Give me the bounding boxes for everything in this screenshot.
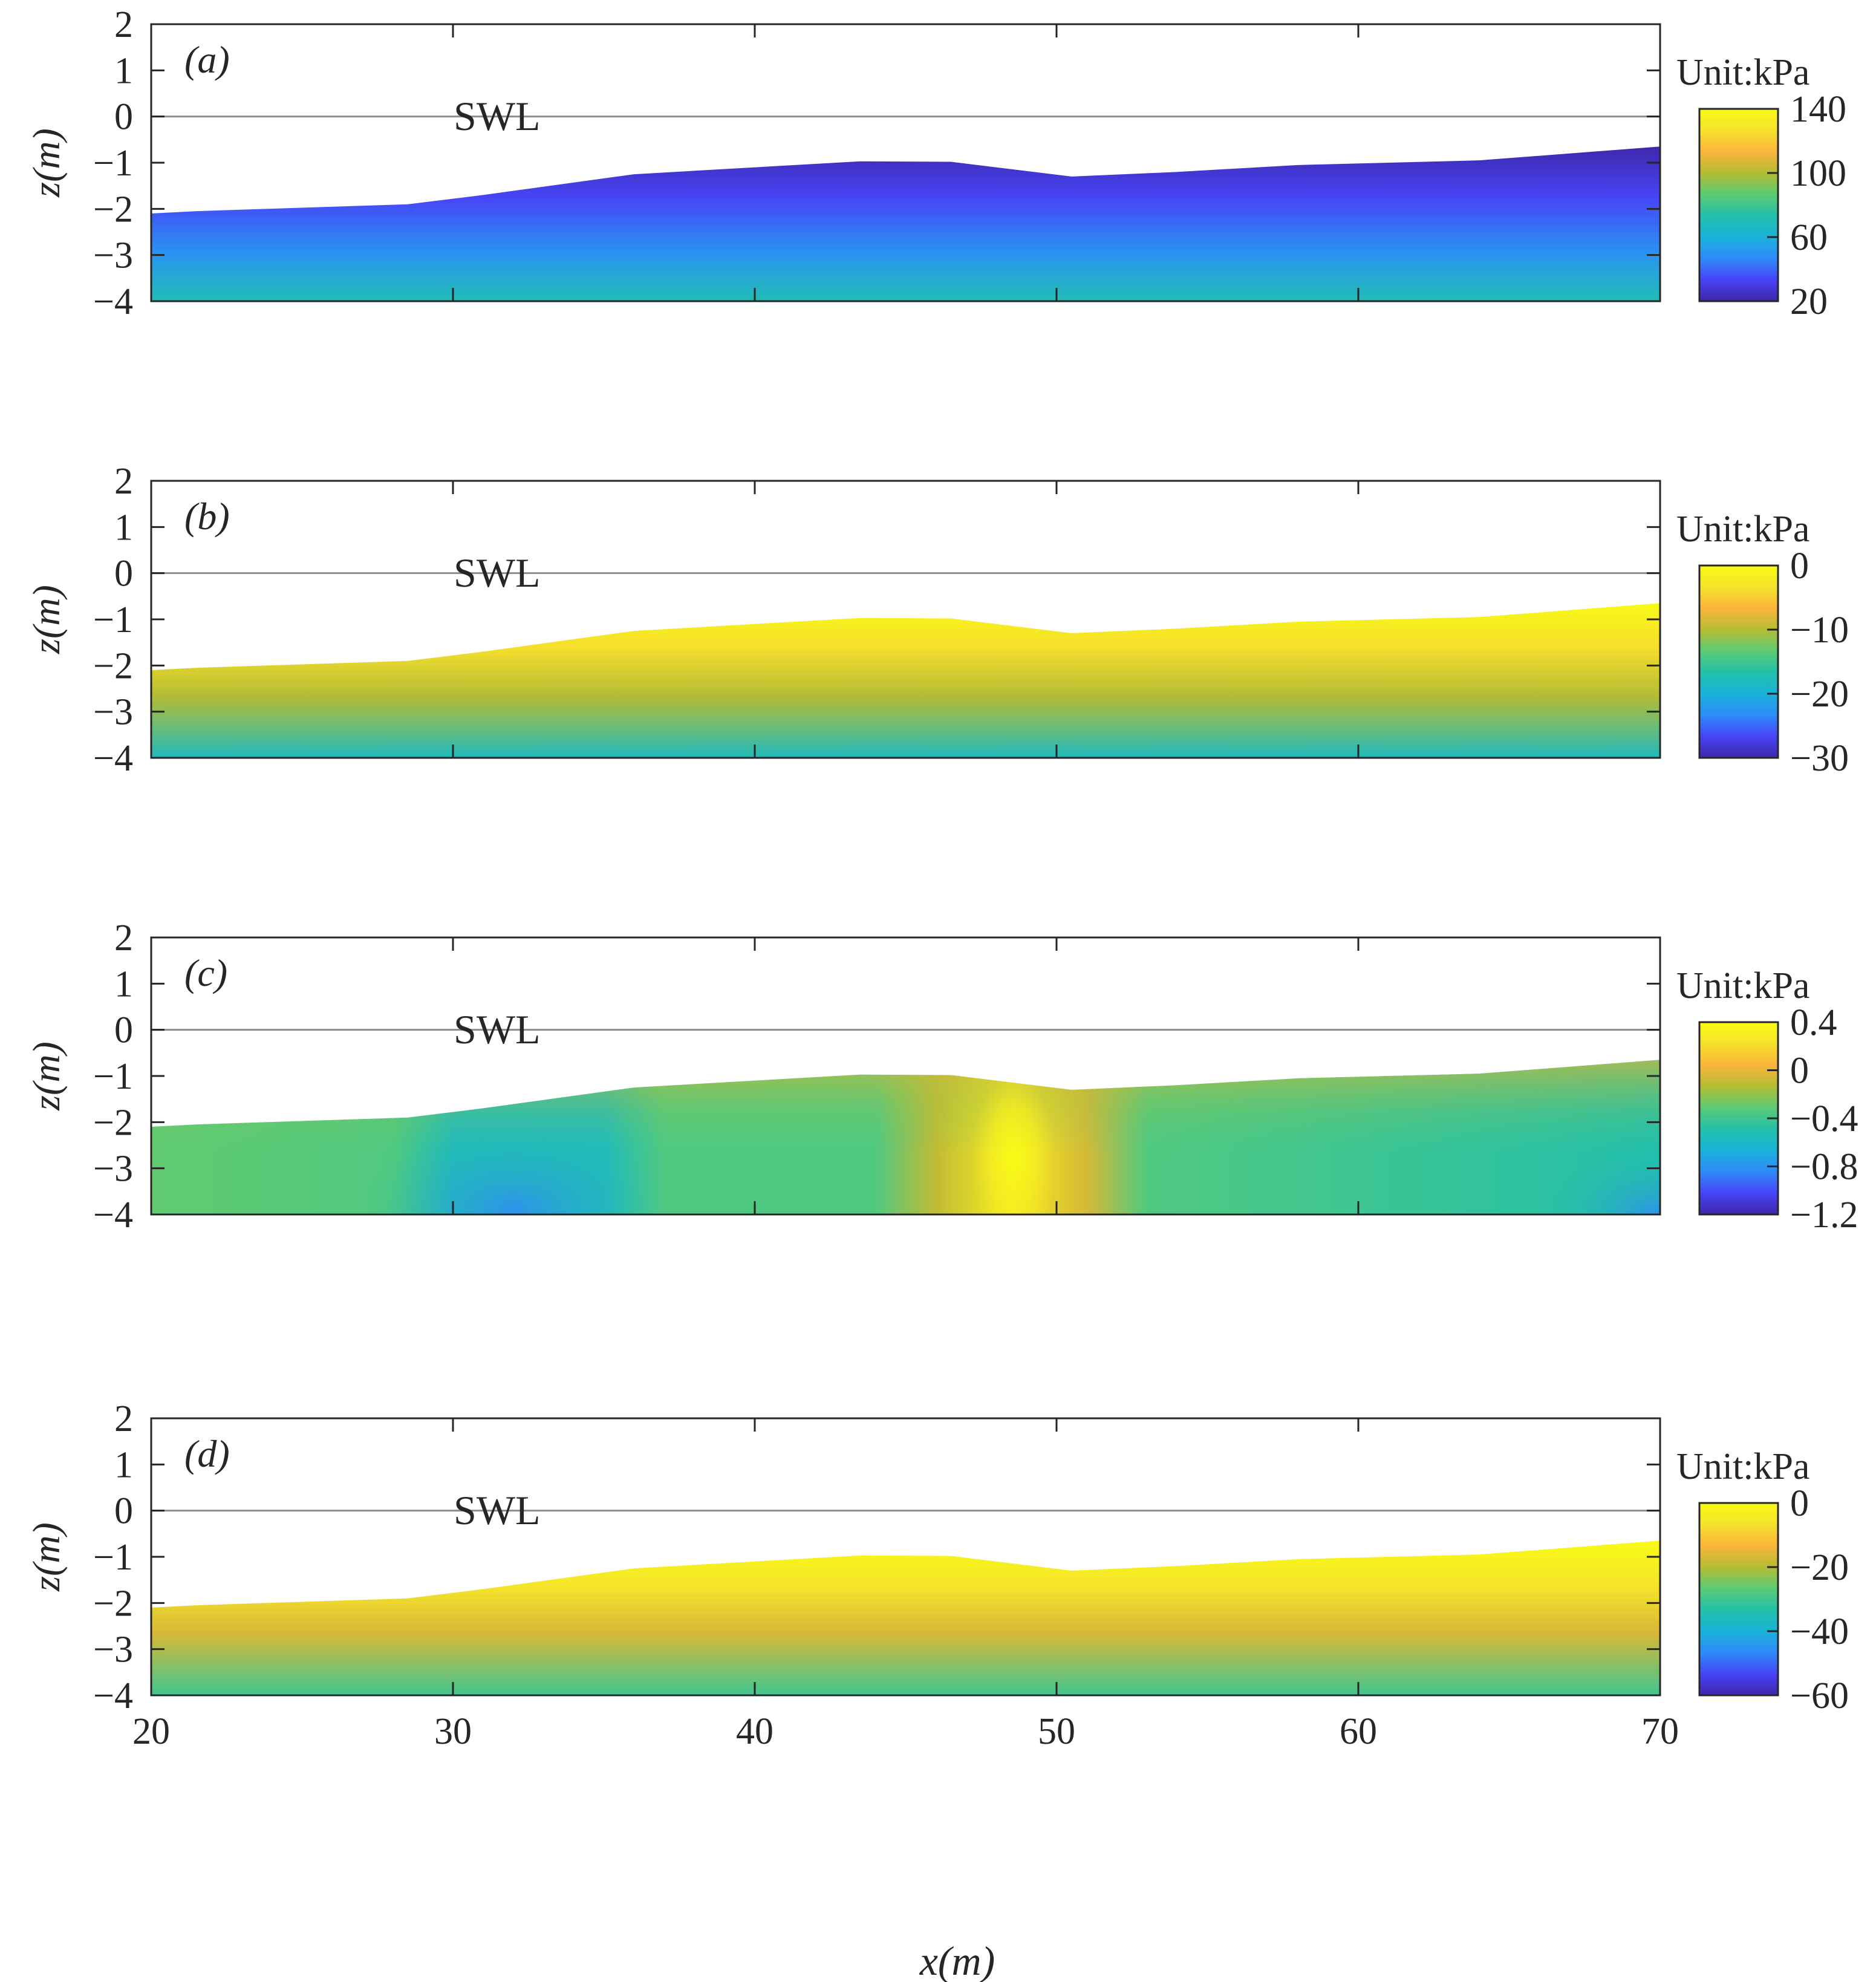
y-tick-label: 0 xyxy=(114,97,133,138)
colorbar-tick-label: 60 xyxy=(1790,217,1828,258)
pressure-field xyxy=(151,1540,1660,1695)
y-tick-label: −1 xyxy=(93,1537,133,1578)
y-tick-label: −2 xyxy=(93,1102,133,1143)
colorbar-tick-label: 100 xyxy=(1790,153,1846,194)
colorbar-tick-label: −20 xyxy=(1790,674,1849,715)
colorbar-tick-label: −0.4 xyxy=(1790,1098,1858,1139)
x-tick-label: 40 xyxy=(736,1711,774,1752)
y-axis-label: z(m) xyxy=(25,128,68,198)
y-tick-label: 1 xyxy=(114,1444,133,1485)
colorbar-unit-label: Unit:kPa xyxy=(1676,1446,1809,1487)
x-tick-label: 30 xyxy=(434,1711,472,1752)
x-axis-label: x(m) xyxy=(919,1938,995,1982)
x-tick-label: 60 xyxy=(1340,1711,1377,1752)
y-tick-label: 0 xyxy=(114,1491,133,1532)
swl-annotation: SWL xyxy=(454,550,541,596)
x-tick-label: 20 xyxy=(132,1711,170,1752)
panel-label: (d) xyxy=(184,1432,230,1475)
y-tick-label: 1 xyxy=(114,507,133,548)
y-tick-label: −1 xyxy=(93,599,133,641)
swl-annotation: SWL xyxy=(454,1006,541,1052)
y-tick-label: 2 xyxy=(114,1398,133,1439)
colorbar-tick-label: −0.8 xyxy=(1790,1147,1858,1188)
x-tick-label: 50 xyxy=(1038,1711,1075,1752)
pressure-field xyxy=(151,603,1660,758)
y-tick-label: −2 xyxy=(93,1583,133,1624)
y-tick-label: −2 xyxy=(93,189,133,230)
y-tick-label: −4 xyxy=(93,738,133,779)
y-tick-label: 1 xyxy=(114,963,133,1005)
y-tick-label: 2 xyxy=(114,4,133,45)
colorbar-unit-label: Unit:kPa xyxy=(1676,965,1809,1006)
colorbar-tick-label: −20 xyxy=(1790,1547,1849,1588)
colorbar-tick-label: 0.4 xyxy=(1790,1002,1837,1043)
y-axis-label: z(m) xyxy=(25,585,68,654)
colorbar-tick-label: −10 xyxy=(1790,610,1849,651)
panel-label: (c) xyxy=(184,951,227,994)
y-tick-label: 1 xyxy=(114,50,133,91)
panel-d: 20 30 40 50 60 70 2 1 0 −1 −2 −3−4 z(m) (d) SWL Unit:kP… xyxy=(25,1398,1849,1752)
y-tick-label: 0 xyxy=(114,553,133,595)
panel-label: (a) xyxy=(184,38,230,81)
y-axis-label: z(m) xyxy=(25,1042,68,1111)
colorbar-tick-label: −40 xyxy=(1790,1611,1849,1652)
colorbar-tick-label: −1.2 xyxy=(1790,1195,1858,1236)
colorbar-unit-label: Unit:kPa xyxy=(1676,509,1809,550)
y-axis-label: z(m) xyxy=(25,1522,68,1592)
swl-annotation: SWL xyxy=(454,1487,541,1533)
y-tick-label: −3 xyxy=(93,692,133,733)
y-tick-label: −3 xyxy=(93,1629,133,1671)
colorbar-unit-label: Unit:kPa xyxy=(1676,52,1809,93)
x-tick-label: 70 xyxy=(1641,1711,1679,1752)
y-tick-label: −4 xyxy=(93,1675,133,1716)
colorbar-tick-label: 0 xyxy=(1790,1483,1809,1524)
colorbar xyxy=(1698,1021,1779,1216)
y-tick-label: −1 xyxy=(93,1056,133,1097)
colorbar-tick-label: −60 xyxy=(1790,1675,1849,1716)
pressure-field xyxy=(151,1060,1660,1214)
panel-label: (b) xyxy=(184,495,230,538)
y-tick-label: 2 xyxy=(114,461,133,502)
colorbar xyxy=(1698,108,1779,302)
pressure-field xyxy=(151,146,1660,301)
y-tick-label: −1 xyxy=(93,143,133,184)
colorbar-tick-label: 140 xyxy=(1790,89,1846,130)
y-tick-label: −4 xyxy=(93,281,133,322)
colorbar xyxy=(1698,564,1779,759)
y-tick-label: 2 xyxy=(114,918,133,959)
colorbar-tick-label: −30 xyxy=(1790,738,1849,779)
colorbar-tick-label: 0 xyxy=(1790,546,1809,587)
colorbar-tick-label: 20 xyxy=(1790,281,1828,322)
y-tick-label: −3 xyxy=(93,235,133,276)
y-tick-label: −2 xyxy=(93,645,133,686)
y-tick-label: −3 xyxy=(93,1149,133,1190)
y-tick-label: 0 xyxy=(114,1010,133,1051)
swl-annotation: SWL xyxy=(454,93,541,139)
colorbar xyxy=(1698,1502,1779,1697)
y-tick-label: −4 xyxy=(93,1195,133,1236)
colorbar-tick-label: 0 xyxy=(1790,1051,1809,1092)
